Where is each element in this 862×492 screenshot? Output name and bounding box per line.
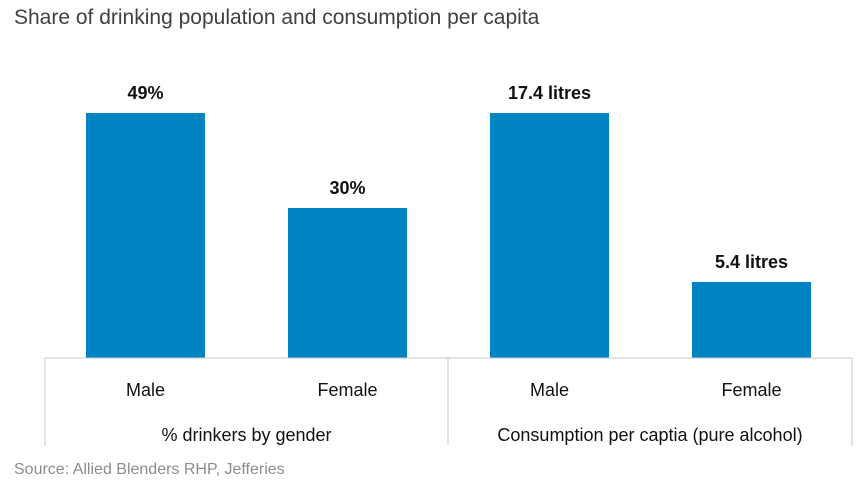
data-label-consumption-female: 5.4 litres <box>715 252 788 272</box>
bar-drinkers-male <box>86 113 205 358</box>
category-label-consumption-male: Male <box>530 380 569 400</box>
category-label-drinkers-male: Male <box>126 380 165 400</box>
category-label-drinkers-female: Female <box>317 380 377 400</box>
category-axis <box>44 357 853 446</box>
group-label-consumption: Consumption per captia (pure alcohol) <box>497 425 802 445</box>
bar-consumption-female <box>692 281 811 358</box>
source-note: Source: Allied Blenders RHP, Jefferies <box>14 461 285 478</box>
data-label-drinkers-male: 49% <box>127 83 163 103</box>
group-labels-layer: % drinkers by gender Consumption per capt… <box>161 425 802 445</box>
chart-subtitle: Share of drinking population and consump… <box>14 6 540 29</box>
group-label-drinkers: % drinkers by gender <box>161 425 331 445</box>
value-labels-layer: 49% 30% 17.4 litres 5.4 litres <box>127 83 788 272</box>
bar-drinkers-female <box>288 208 407 358</box>
bar-consumption-male <box>490 113 609 358</box>
category-label-consumption-female: Female <box>721 380 781 400</box>
data-label-drinkers-female: 30% <box>329 178 365 198</box>
category-labels-layer: Male Female Male Female <box>126 380 782 400</box>
data-label-consumption-male: 17.4 litres <box>508 83 591 103</box>
bars-layer <box>86 113 811 358</box>
